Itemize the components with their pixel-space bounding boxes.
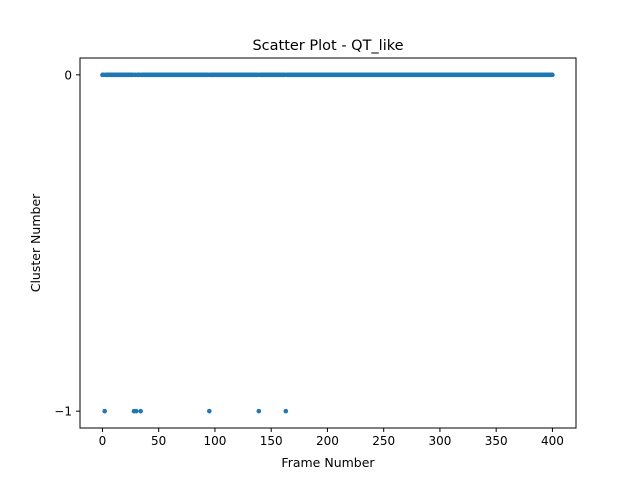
x-tick-label: 100 (203, 434, 226, 448)
chart-title: Scatter Plot - QT_like (252, 38, 403, 54)
x-axis-label: Frame Number (281, 455, 375, 470)
y-tick-label: −1 (54, 405, 72, 419)
x-tick-label: 300 (428, 434, 451, 448)
data-point (283, 408, 289, 414)
x-tick-label: 0 (99, 434, 107, 448)
x-tick-label: 350 (485, 434, 508, 448)
x-tick-label: 50 (151, 434, 166, 448)
data-point (550, 72, 555, 78)
x-tick-label: 250 (372, 434, 395, 448)
y-tick-label: 0 (64, 68, 72, 82)
y-axis-label: Cluster Number (28, 193, 43, 292)
data-point (102, 408, 107, 414)
plot-area-frame (79, 57, 577, 429)
scatter-points (100, 72, 555, 414)
data-point (133, 408, 139, 414)
axis-ticks: 0 50 100 150 200 250 300 350 400 −1 0 (54, 68, 564, 448)
x-tick-label: 400 (541, 434, 564, 448)
x-tick-label: 150 (260, 434, 283, 448)
x-tick-label: 200 (316, 434, 339, 448)
data-point (256, 408, 262, 414)
data-point (207, 408, 212, 414)
data-point (138, 408, 143, 414)
